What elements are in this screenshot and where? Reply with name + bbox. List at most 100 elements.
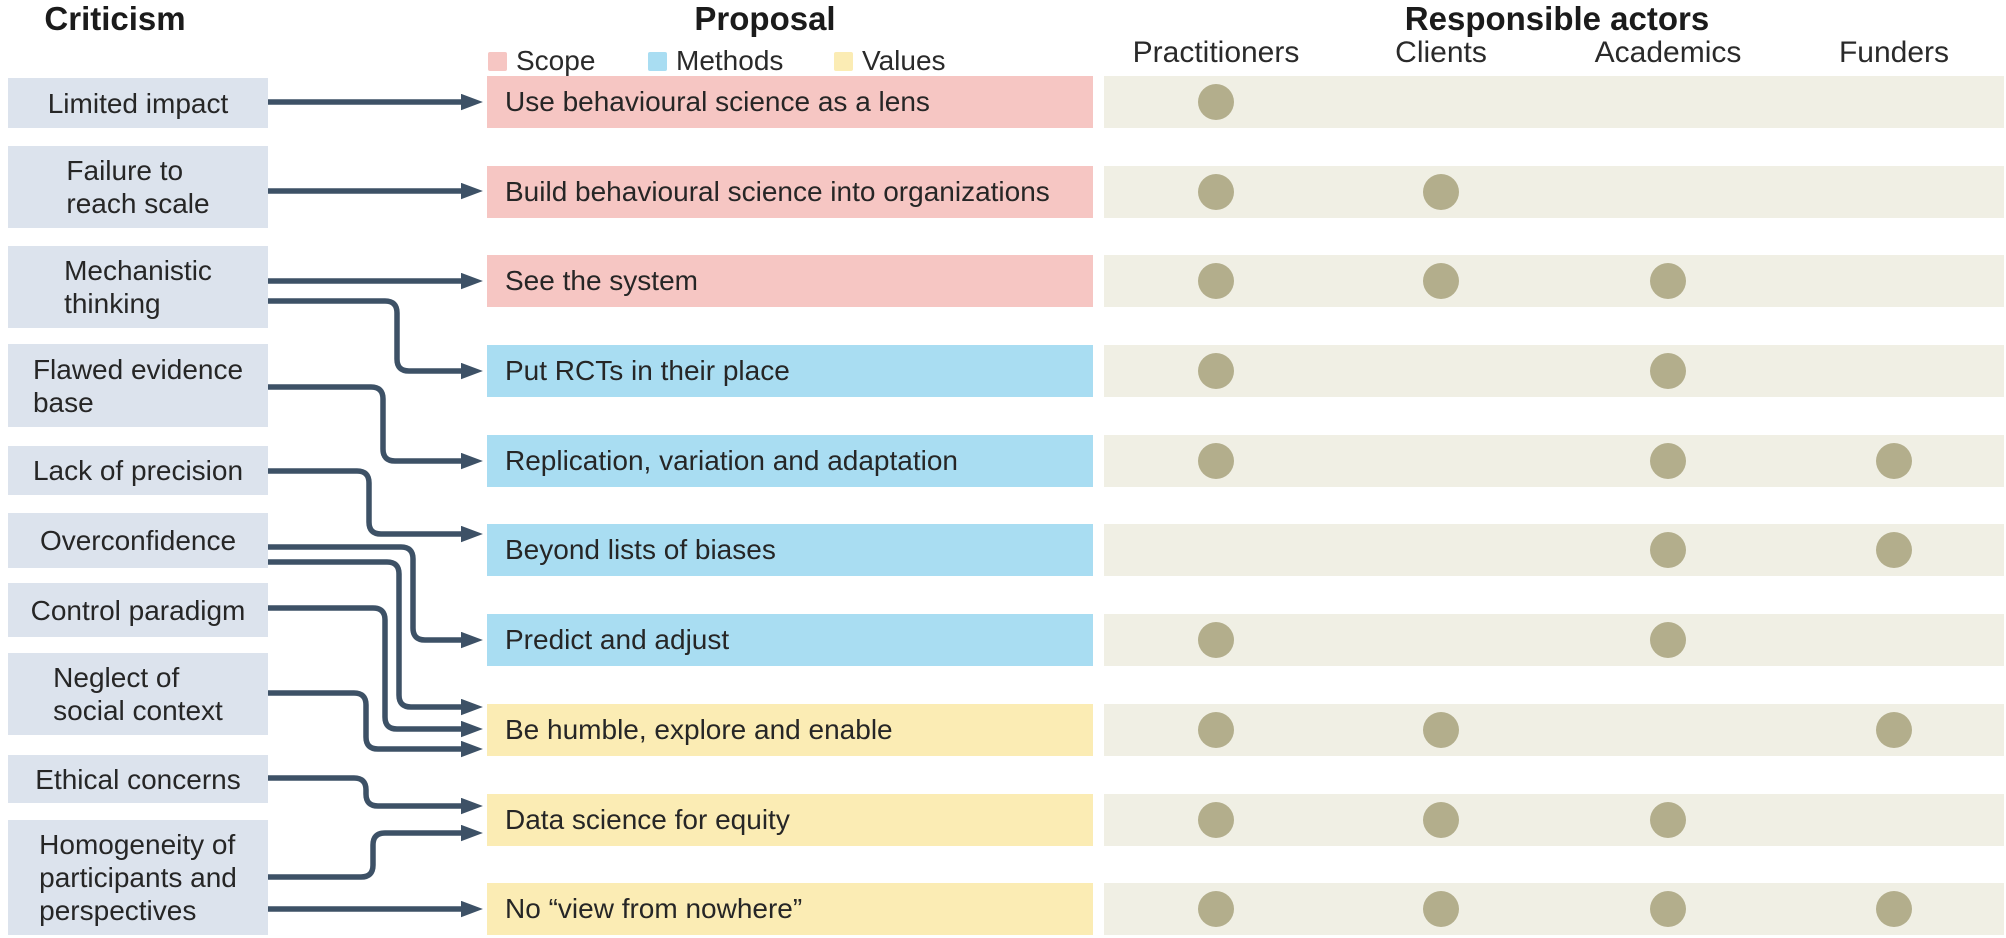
responsibility-dot-clients	[1423, 174, 1459, 210]
proposal-column-title: Proposal	[694, 0, 836, 37]
criticism-label: Mechanistic thinking	[64, 255, 212, 319]
criticism-box: Neglect of social context	[8, 653, 268, 735]
responsibility-dot-funders	[1876, 532, 1912, 568]
criticism-box: Lack of precision	[8, 446, 268, 495]
criticism-box: Flawed evidence base	[8, 344, 268, 427]
arrow-connector-c5-p7	[268, 559, 483, 716]
actor-row-band	[1104, 704, 2004, 756]
arrow-connector-c6-p7	[268, 605, 483, 738]
criticism-box: Mechanistic thinking	[8, 246, 268, 328]
proposal-label: Beyond lists of biases	[505, 534, 776, 565]
proposal-label: Build behavioural science into organizat…	[505, 176, 1050, 207]
responsibility-dot-practitioners	[1198, 891, 1234, 927]
proposal-label: Data science for equity	[505, 804, 790, 835]
criticism-label: Failure to reach scale	[66, 155, 210, 219]
proposal-box: Replication, variation and adaptation	[487, 435, 1093, 487]
values-swatch-icon	[834, 51, 853, 71]
actor-row-band	[1104, 255, 2004, 307]
criticism-label: Overconfidence	[39, 525, 237, 556]
criticism-box: Ethical concerns	[8, 755, 268, 803]
criticism-box: Failure to reach scale	[8, 146, 268, 228]
actor-row-band	[1104, 345, 2004, 397]
arrow-connector-c5-p6	[268, 544, 483, 649]
responsibility-dot-clients	[1423, 712, 1459, 748]
proposal-label: Predict and adjust	[505, 624, 730, 655]
responsibility-dot-practitioners	[1198, 802, 1234, 838]
criticism-label: Homogeneity of participants and perspect…	[39, 829, 237, 926]
responsibility-dot-practitioners	[1198, 712, 1234, 748]
actor-row-band	[1104, 76, 2004, 128]
arrow-connector-c8-p8	[268, 775, 483, 815]
criticism-box: Control paradigm	[8, 583, 268, 637]
proposal-box: No “view from nowhere”	[487, 883, 1093, 935]
responsibility-dot-academics	[1650, 891, 1686, 927]
responsibility-dot-academics	[1650, 263, 1686, 299]
responsibility-dot-academics	[1650, 532, 1686, 568]
scope-swatch-icon	[488, 51, 507, 71]
proposal-label: Use behavioural science as a lens	[505, 86, 930, 117]
actor-column-header-academics: Academics	[1594, 36, 1742, 69]
responsibility-dot-practitioners	[1198, 353, 1234, 389]
criticism-label: Flawed evidence base	[32, 353, 244, 418]
responsibility-dot-academics	[1650, 802, 1686, 838]
actor-column-header-funders: Funders	[1838, 36, 1950, 69]
legend-label: Values	[862, 45, 946, 76]
proposal-label: Replication, variation and adaptation	[505, 445, 958, 476]
legend-label: Methods	[676, 45, 784, 76]
proposal-label: Put RCTs in their place	[505, 355, 790, 386]
responsible-actors-title: Responsible actors	[1404, 0, 1710, 37]
proposal-label: See the system	[505, 265, 698, 296]
actor-row-band	[1104, 883, 2004, 935]
arrow-connector-c9-p8	[268, 824, 483, 880]
proposal-box: Build behavioural science into organizat…	[487, 166, 1093, 218]
responsibility-dot-funders	[1876, 891, 1912, 927]
criticism-label: Lack of precision	[32, 455, 244, 486]
proposal-box: Predict and adjust	[487, 614, 1093, 666]
actor-column-header-clients: Clients	[1395, 36, 1487, 69]
responsibility-dot-practitioners	[1198, 443, 1234, 479]
responsibility-dot-funders	[1876, 443, 1912, 479]
responsibility-dot-practitioners	[1198, 174, 1234, 210]
actor-row-band	[1104, 435, 2004, 487]
actor-row-band	[1104, 524, 2004, 576]
responsibility-dot-practitioners	[1198, 622, 1234, 658]
legend-item-scope: Scope	[488, 45, 595, 77]
criticism-label: Neglect of social context	[53, 662, 223, 726]
proposal-box: See the system	[487, 255, 1093, 307]
proposal-box: Data science for equity	[487, 794, 1093, 846]
responsibility-dot-academics	[1650, 353, 1686, 389]
proposal-label: Be humble, explore and enable	[505, 714, 893, 745]
responsibility-dot-academics	[1650, 622, 1686, 658]
proposal-box: Beyond lists of biases	[487, 524, 1093, 576]
arrow-connector-c2-p3	[268, 298, 483, 380]
criticism-column-title: Criticism	[44, 0, 186, 37]
legend-item-values: Values	[834, 45, 946, 77]
proposal-label: No “view from nowhere”	[505, 893, 803, 924]
responsibility-dot-clients	[1423, 802, 1459, 838]
actor-row-band	[1104, 794, 2004, 846]
methods-swatch-icon	[648, 51, 667, 71]
responsibility-dot-clients	[1423, 891, 1459, 927]
actor-row-band	[1104, 166, 2004, 218]
actor-column-header-practitioners: Practitioners	[1132, 36, 1300, 69]
arrow-connector-c4-p5	[268, 468, 483, 543]
responsibility-dot-practitioners	[1198, 263, 1234, 299]
criticism-label: Ethical concerns	[35, 763, 241, 795]
criticism-label: Control paradigm	[30, 594, 246, 626]
arrow-connector-c7-p7	[268, 690, 483, 758]
proposal-box: Put RCTs in their place	[487, 345, 1093, 397]
criticism-label: Limited impact	[47, 87, 229, 119]
responsibility-dot-practitioners	[1198, 84, 1234, 120]
responsibility-dot-clients	[1423, 263, 1459, 299]
proposal-box: Be humble, explore and enable	[487, 704, 1093, 756]
actor-row-band	[1104, 614, 2004, 666]
arrow-connector-c3-p4	[268, 384, 483, 470]
criticism-box: Homogeneity of participants and perspect…	[8, 820, 268, 935]
criticism-box: Limited impact	[8, 78, 268, 128]
responsibility-dot-academics	[1650, 443, 1686, 479]
criticism-box: Overconfidence	[8, 513, 268, 568]
proposal-box: Use behavioural science as a lens	[487, 76, 1093, 128]
responsibility-dot-funders	[1876, 712, 1912, 748]
legend-item-methods: Methods	[648, 45, 783, 77]
